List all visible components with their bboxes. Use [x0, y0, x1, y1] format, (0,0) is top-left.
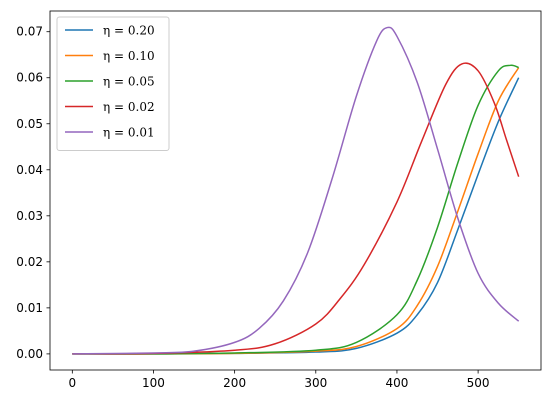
- legend-label: η = 0.10: [103, 49, 155, 63]
- y-tick-label: 0.07: [16, 25, 43, 39]
- y-tick-label: 0.01: [16, 301, 43, 315]
- legend-label: η = 0.05: [103, 75, 155, 89]
- series-line-4: [72, 62, 520, 355]
- y-axis-ticks: 0.00 0.01 0.02 0.03 0.04 0.05 0.06 0.07: [16, 25, 50, 361]
- series-line-5: [72, 26, 520, 355]
- plot-lines: [72, 26, 520, 355]
- series-line-3: [72, 64, 519, 355]
- y-tick-label: 0.00: [16, 347, 43, 361]
- y-tick-label: 0.03: [16, 209, 43, 223]
- y-tick-label: 0.05: [16, 117, 43, 131]
- x-tick-label: 500: [467, 376, 490, 390]
- x-axis-ticks: 0 100 200 300 400 500: [68, 370, 490, 390]
- x-tick-label: 100: [142, 376, 165, 390]
- legend-box: [56, 16, 170, 151]
- x-tick-label: 300: [304, 376, 327, 390]
- x-tick-label: 200: [223, 376, 246, 390]
- legend-label: η = 0.01: [103, 126, 155, 140]
- x-tick-label: 0: [68, 376, 76, 390]
- y-tick-label: 0.06: [16, 71, 43, 85]
- y-tick-label: 0.04: [16, 163, 43, 177]
- legend: η = 0.20 η = 0.10 η = 0.05 η = 0.02 η = 0.01: [56, 16, 170, 151]
- legend-label: η = 0.20: [103, 24, 155, 38]
- axes-frame: [49, 10, 542, 371]
- x-tick-label: 400: [385, 376, 408, 390]
- y-tick-label: 0.02: [16, 255, 43, 269]
- legend-label: η = 0.02: [103, 100, 155, 114]
